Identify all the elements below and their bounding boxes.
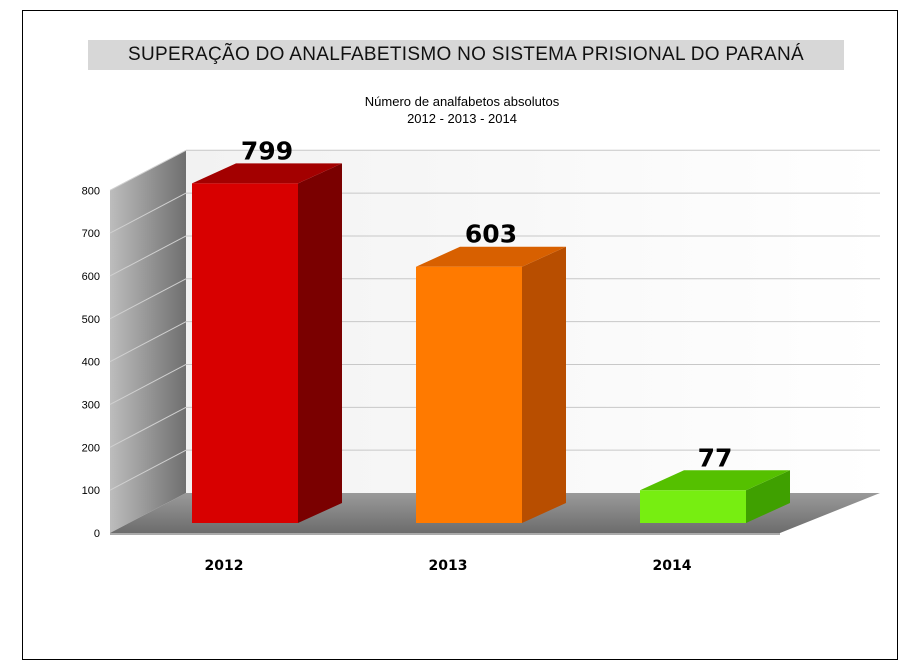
gridline-side [109,321,187,363]
bar-front [640,490,746,523]
bar-side [746,470,790,523]
y-tick-label: 600 [82,271,100,283]
y-tick-label: 400 [82,357,100,369]
bar-top [192,163,342,184]
gridline-side [109,149,187,191]
chart-title: SUPERAÇÃO DO ANALFABETISMO NO SISTEMA PR… [88,40,844,70]
data-labels: 799 603 77 [241,136,732,472]
bar-side [522,246,566,523]
bar-front [416,266,522,523]
gridline-side [109,235,187,277]
gridline-side [109,406,187,448]
gridline-side [109,278,187,320]
gridline-side [109,192,187,234]
category-label: 2013 [429,558,468,574]
gridline-side [109,449,187,491]
y-tick-label: 700 [82,228,100,240]
gridline-side [109,364,187,405]
y-tick-label: 0 [94,528,100,540]
y-tick-label: 500 [82,314,100,326]
data-label: 799 [241,136,293,165]
category-label: 2012 [205,558,244,574]
bar-top [640,470,790,491]
bar-2012 [192,163,342,524]
chart-subtitle-line2: 2012 - 2013 - 2014 [407,111,517,126]
y-tick-label: 800 [82,185,100,197]
chart-subtitle-line1: Número de analfabetos absolutos [364,94,560,109]
bar-side [298,163,342,524]
y-axis-ticks: 0 100 200 300 400 500 600 700 800 [82,185,100,540]
bar-chart: 0 100 200 300 400 500 600 700 800 2012 2013 2014 7… [82,136,880,574]
x-axis-categories: 2012 2013 2014 [205,558,692,574]
category-label: 2014 [653,558,692,574]
bar-top [416,246,566,267]
y-tick-label: 200 [82,442,100,454]
data-label: 77 [698,443,733,472]
bar-2013 [416,246,566,523]
data-label: 603 [465,220,517,249]
bar-front [192,183,298,524]
y-tick-label: 100 [82,485,100,497]
bars [192,163,790,524]
bar-2014 [640,470,790,523]
y-tick-label: 300 [82,399,100,411]
